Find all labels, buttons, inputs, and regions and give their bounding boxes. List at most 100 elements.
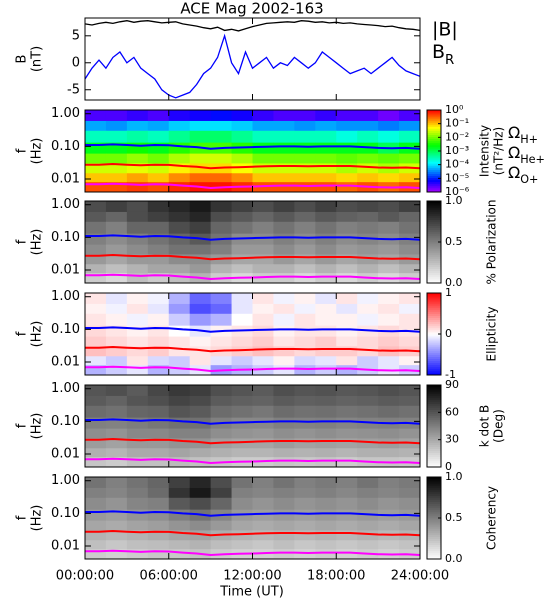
heatmap-cell: [252, 509, 274, 522]
heatmap-cell: [315, 438, 337, 449]
heatmap-cell: [147, 173, 170, 183]
heatmap-cell: [105, 457, 128, 468]
colorbar-segment: [427, 426, 441, 429]
heatmap-cell: [252, 477, 274, 489]
gyrofrequency-line: [85, 143, 421, 150]
heatmap-cell: [85, 221, 107, 235]
heatmap-cell: [189, 303, 212, 315]
heatmap-cell: [85, 356, 107, 366]
colorbar-segment: [427, 130, 441, 133]
heatmap-cell: [85, 244, 107, 255]
heatmap-cell: [294, 530, 316, 541]
heatmap-cell: [231, 201, 253, 213]
heatmap-cell: [210, 487, 233, 499]
colorbar-segment: [427, 165, 441, 168]
heatmap-cell: [399, 110, 421, 122]
colorbar-segment: [427, 171, 441, 174]
heatmap-cell: [126, 346, 149, 357]
colorbar-segment: [427, 546, 441, 550]
heatmap-cell: [273, 153, 295, 164]
heatmap-cell: [126, 130, 149, 144]
colorbar-segment: [427, 329, 441, 333]
heatmap-cell: [399, 221, 421, 235]
heatmap-cell: [294, 233, 316, 246]
colorbar-segment: [427, 146, 441, 150]
heatmap-cell: [189, 173, 212, 183]
heatmap-cell: [85, 487, 107, 499]
heatmap-cell: [189, 293, 212, 305]
heatmap-cell: [378, 477, 400, 489]
heatmap-cell: [210, 540, 233, 550]
colorbar-segment: [427, 254, 441, 257]
colorbar-segment: [427, 530, 441, 533]
heatmap-cell: [168, 448, 191, 458]
heatmap-cell: [147, 273, 170, 284]
heatmap-cell: [378, 211, 400, 223]
heatmap-cell: [357, 520, 379, 531]
heatmap-cell: [315, 120, 337, 132]
heatmap-cell: [315, 509, 337, 522]
heatmap-cell: [399, 405, 421, 419]
heatmap-cell: [168, 477, 191, 489]
heatmap-cell: [357, 487, 379, 499]
heatmap-cell: [168, 530, 191, 541]
heatmap-cell: [357, 244, 379, 255]
colorbar-label: Coherency: [485, 486, 499, 550]
heatmap-cell: [147, 365, 170, 376]
y-axis-label: (Hz): [30, 229, 45, 256]
heatmap-cell: [231, 540, 253, 550]
heatmap-cell: [105, 438, 128, 449]
colorbar-segment: [427, 118, 441, 121]
heatmap-cell: [357, 130, 379, 144]
heatmap-cell: [378, 110, 400, 122]
heatmap-cell: [273, 540, 295, 550]
heatmap-cell: [336, 438, 358, 449]
colorbar-segment: [427, 132, 441, 135]
heatmap-cell: [273, 520, 295, 531]
heatmap-cell: [294, 438, 316, 449]
colorbar-tick-label: 1.0: [445, 470, 463, 483]
heatmap-cell: [189, 254, 212, 265]
colorbar-segment: [427, 250, 441, 253]
heatmap-cell: [294, 182, 316, 193]
heatmap-cell: [126, 477, 149, 489]
colorbar-segment: [427, 229, 441, 233]
colorbar-segment: [427, 536, 441, 539]
colorbar-segment: [427, 456, 441, 460]
heatmap-cell: [231, 110, 253, 122]
heatmap-cell: [85, 163, 107, 174]
colorbar-tick-label: 10⁻⁴: [445, 158, 470, 171]
heatmap-cell: [105, 549, 128, 560]
heatmap-cell: [85, 509, 107, 522]
heatmap-cell: [168, 153, 191, 164]
heatmap-cell: [315, 520, 337, 531]
heatmap-cell: [85, 201, 107, 213]
heatmap-cell: [252, 211, 274, 223]
heatmap-cell: [357, 293, 379, 305]
heatmap-cell: [85, 153, 107, 164]
gyrofrequency-line: [85, 529, 421, 537]
heatmap-cell: [294, 385, 316, 397]
colorbar-segment: [427, 280, 441, 284]
heatmap-cell: [273, 142, 295, 155]
colorbar-segment: [427, 346, 441, 349]
heatmap-cell: [210, 356, 233, 366]
heatmap-cell: [105, 173, 128, 183]
heatmap-cell: [189, 313, 212, 327]
heatmap-cell: [85, 385, 107, 397]
heatmap-cell: [294, 457, 316, 468]
heatmap-cell: [231, 428, 253, 439]
heatmap-cell: [357, 438, 379, 449]
heatmap-cell: [231, 163, 253, 174]
heatmap-cell: [252, 356, 274, 366]
heatmap-cell: [85, 346, 107, 357]
heatmap-cell: [147, 254, 170, 265]
heatmap-cell: [231, 346, 253, 357]
heatmap-cell: [189, 477, 212, 489]
heatmap-cell: [336, 487, 358, 499]
heatmap-cell: [378, 497, 400, 511]
colorbar-segment: [427, 479, 441, 482]
heatmap-cell: [315, 540, 337, 550]
heatmap-cell: [189, 385, 212, 397]
